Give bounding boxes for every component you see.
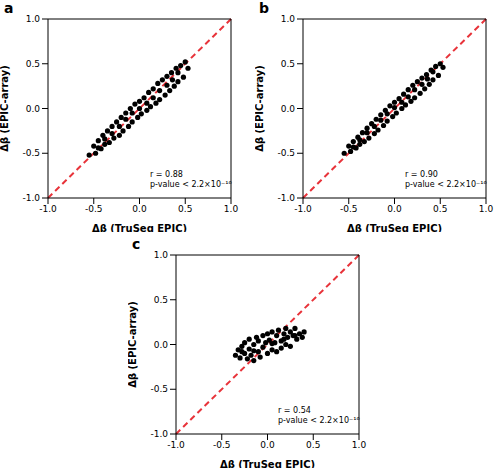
html-text:b: b bbox=[259, 0, 269, 16]
svg-text:0.0: 0.0 bbox=[387, 204, 402, 214]
svg-text:0.0: 0.0 bbox=[154, 340, 169, 350]
html-text:p-value < 2.2×10⁻¹⁶: p-value < 2.2×10⁻¹⁶ bbox=[150, 180, 232, 189]
svg-text:0.5: 0.5 bbox=[154, 295, 168, 305]
svg-text:1.0: 1.0 bbox=[281, 14, 296, 24]
svg-text:1.0: 1.0 bbox=[154, 250, 169, 260]
svg-text:0.0: 0.0 bbox=[281, 104, 296, 114]
svg-text:0.0: 0.0 bbox=[132, 204, 147, 214]
svg-text:Δβ (TruSeq EPIC): Δβ (TruSeq EPIC) bbox=[92, 223, 187, 232]
svg-text:Δβ (EPIC-array): Δβ (EPIC-array) bbox=[8, 65, 10, 152]
svg-text:1.0: 1.0 bbox=[224, 204, 239, 214]
svg-text:0.5: 0.5 bbox=[306, 440, 320, 450]
svg-text:-0.5: -0.5 bbox=[150, 384, 168, 394]
svg-text:-1.0: -1.0 bbox=[39, 204, 57, 214]
svg-text:0.0: 0.0 bbox=[260, 440, 275, 450]
svg-text:Δβ (TruSeq EPIC): Δβ (TruSeq EPIC) bbox=[220, 459, 315, 468]
svg-text:-1.0: -1.0 bbox=[167, 440, 185, 450]
svg-text:0.5: 0.5 bbox=[178, 204, 192, 214]
html-text:p-value < 2.2×10⁻¹⁶: p-value < 2.2×10⁻¹⁶ bbox=[278, 416, 360, 425]
svg-text:1.0: 1.0 bbox=[479, 204, 492, 214]
html-text:a: a bbox=[4, 0, 14, 16]
svg-text:-0.5: -0.5 bbox=[85, 204, 103, 214]
html-text:c: c bbox=[132, 236, 141, 252]
html-text:r = 0.88: r = 0.88 bbox=[150, 170, 183, 179]
svg-text:-0.5: -0.5 bbox=[340, 204, 358, 214]
svg-text:-1.0: -1.0 bbox=[150, 429, 168, 439]
html-text:r = 0.54: r = 0.54 bbox=[278, 406, 311, 415]
svg-text:-1.0: -1.0 bbox=[22, 193, 40, 203]
svg-text:1.0: 1.0 bbox=[352, 440, 367, 450]
svg-text:0.5: 0.5 bbox=[26, 59, 40, 69]
svg-text:-0.5: -0.5 bbox=[22, 148, 40, 158]
svg-text:Δβ (EPIC-array): Δβ (EPIC-array) bbox=[255, 65, 265, 152]
svg-text:-1.0: -1.0 bbox=[277, 193, 295, 203]
html-text:p-value < 2.2×10⁻¹⁶: p-value < 2.2×10⁻¹⁶ bbox=[405, 180, 487, 189]
svg-text:-0.5: -0.5 bbox=[277, 148, 295, 158]
svg-text:0.5: 0.5 bbox=[281, 59, 295, 69]
svg-text:1.0: 1.0 bbox=[26, 14, 41, 24]
svg-text:-1.0: -1.0 bbox=[294, 204, 312, 214]
svg-text:0.5: 0.5 bbox=[433, 204, 447, 214]
svg-text:Δβ (EPIC-array): Δβ (EPIC-array) bbox=[128, 301, 138, 388]
svg-text:-0.5: -0.5 bbox=[213, 440, 231, 450]
html-text:r = 0.90: r = 0.90 bbox=[405, 170, 438, 179]
svg-text:Δβ (TruSeq EPIC): Δβ (TruSeq EPIC) bbox=[347, 223, 442, 232]
svg-text:0.0: 0.0 bbox=[26, 104, 41, 114]
